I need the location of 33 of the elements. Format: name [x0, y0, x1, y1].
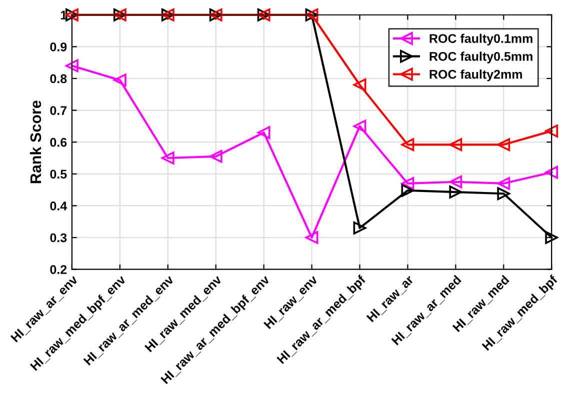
point: [353, 120, 366, 133]
point: [449, 138, 462, 152]
y-tick-label: 0.3: [50, 233, 67, 242]
point: [401, 177, 414, 190]
legend-label: ROC faulty0.5mm: [430, 52, 532, 64]
y-tick-label: 0.4: [50, 202, 68, 210]
point: [353, 78, 366, 92]
legend-label: ROC faulty2mm: [430, 70, 522, 82]
y-tick-label: 0.8: [50, 74, 67, 84]
point: [353, 222, 366, 234]
point: [497, 187, 510, 200]
y-tick-label: 0.6: [50, 138, 67, 147]
point: [497, 177, 510, 190]
point: [449, 175, 462, 188]
y-axis-title: Rank Score: [30, 100, 42, 184]
point: [545, 124, 558, 138]
y-tick-label: 0.5: [50, 170, 67, 179]
point: [305, 231, 318, 244]
point: [545, 166, 558, 179]
point: [401, 184, 414, 197]
y-tick-label: 0.2: [50, 265, 67, 274]
point: [113, 74, 126, 87]
legend-label: ROC faulty0.1mm: [430, 34, 532, 46]
point: [257, 126, 270, 140]
point: [209, 150, 222, 163]
point: [545, 231, 558, 244]
point: [65, 59, 78, 72]
point: [161, 152, 174, 164]
point: [401, 138, 414, 152]
point: [449, 186, 462, 199]
y-tick-label: 0.9: [50, 42, 67, 52]
y-tick-label: 0.7: [50, 106, 67, 115]
point: [497, 138, 510, 152]
